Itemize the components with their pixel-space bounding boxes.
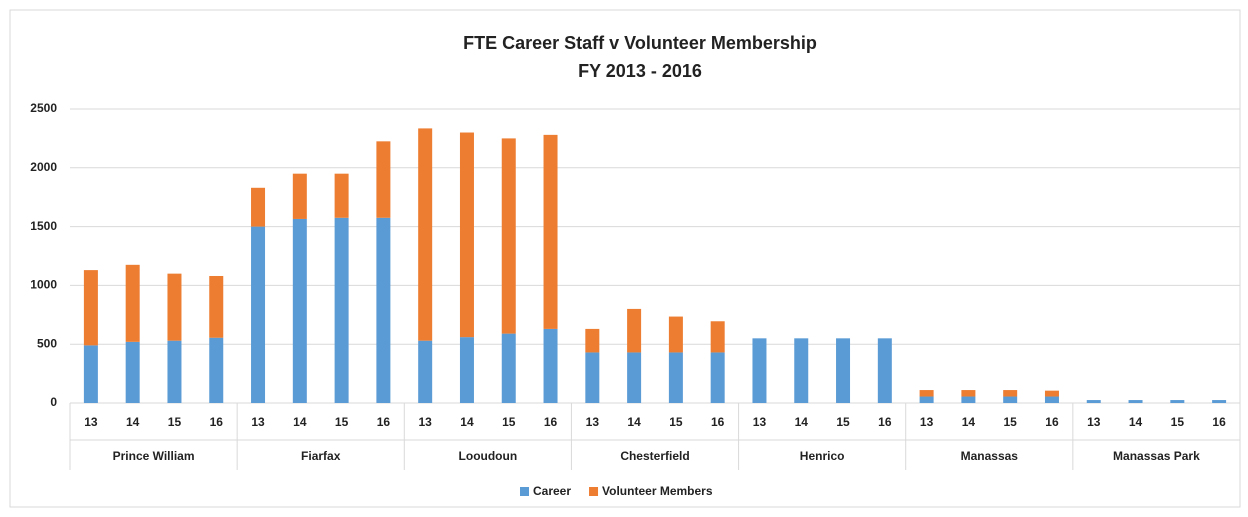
x-tick-label: 13 xyxy=(586,415,600,429)
bar-segment xyxy=(251,187,266,227)
x-tick-label: 13 xyxy=(251,415,265,429)
chart-border xyxy=(9,9,1241,508)
x-tick-label: 14 xyxy=(795,415,809,429)
bar-segment xyxy=(334,217,349,403)
chart-subtitle: FY 2013 - 2016 xyxy=(578,61,702,81)
x-tick-label: 13 xyxy=(753,415,767,429)
bar-segment xyxy=(376,217,391,403)
bar-segment xyxy=(1044,396,1059,403)
bar-segment xyxy=(251,226,266,403)
x-tick-label: 16 xyxy=(1045,415,1059,429)
y-tick-label: 1500 xyxy=(30,219,57,233)
bar-segment xyxy=(1212,400,1227,403)
x-tick-label: 16 xyxy=(377,415,391,429)
legend-label: Volunteer Members xyxy=(602,484,713,498)
bar-segment xyxy=(1044,390,1059,397)
bar-segment xyxy=(292,173,307,219)
bar-segment xyxy=(585,352,600,403)
x-tick-label: 16 xyxy=(210,415,224,429)
bar-segment xyxy=(710,352,725,403)
y-tick-label: 2000 xyxy=(30,160,57,174)
bar-segment xyxy=(710,321,725,353)
x-tick-label: 15 xyxy=(168,415,182,429)
x-tick-label: 15 xyxy=(669,415,683,429)
bar-segment xyxy=(501,138,516,334)
x-tick-label: 13 xyxy=(84,415,98,429)
bar-segment xyxy=(668,316,683,353)
bar-segment xyxy=(668,352,683,403)
legend-swatch xyxy=(520,487,529,496)
bar-segment xyxy=(501,333,516,403)
bar-segment xyxy=(1086,400,1101,403)
bar-segment xyxy=(877,338,892,403)
x-tick-label: 15 xyxy=(1171,415,1185,429)
bar-segment xyxy=(376,141,391,218)
bar-segment xyxy=(334,173,349,218)
bar-segment xyxy=(961,396,976,403)
x-tick-label: 16 xyxy=(878,415,892,429)
y-tick-label: 500 xyxy=(37,336,57,350)
x-tick-label: 13 xyxy=(418,415,432,429)
x-tick-label: 16 xyxy=(1212,415,1226,429)
bar-segment xyxy=(1003,390,1018,397)
bar-segment xyxy=(459,337,474,403)
bar-segment xyxy=(459,132,474,338)
bar-segment xyxy=(83,270,98,346)
bar-segment xyxy=(752,338,767,403)
bar-segment xyxy=(1170,400,1185,403)
group-label: Fiarfax xyxy=(301,449,341,463)
x-tick-label: 14 xyxy=(627,415,641,429)
group-label: Chesterfield xyxy=(620,449,689,463)
bar-segment xyxy=(292,218,307,403)
x-tick-label: 16 xyxy=(711,415,725,429)
chart-title: FTE Career Staff v Volunteer Membership xyxy=(463,33,817,53)
x-tick-label: 14 xyxy=(460,415,474,429)
x-tick-label: 16 xyxy=(544,415,558,429)
x-tick-label: 14 xyxy=(126,415,140,429)
bar-segment xyxy=(418,340,433,403)
x-tick-label: 15 xyxy=(1003,415,1017,429)
bar-segment xyxy=(585,328,600,353)
bar-segment xyxy=(627,308,642,353)
x-tick-label: 13 xyxy=(1087,415,1101,429)
bar-segment xyxy=(836,338,851,403)
bar-segment xyxy=(83,345,98,403)
x-tick-label: 14 xyxy=(962,415,976,429)
bar-segment xyxy=(125,341,140,403)
group-label: Looudoun xyxy=(459,449,518,463)
bar-segment xyxy=(961,390,976,397)
y-tick-label: 0 xyxy=(50,395,57,409)
x-tick-label: 15 xyxy=(335,415,349,429)
bar-segment xyxy=(1003,396,1018,403)
bar-segment xyxy=(167,273,182,341)
bar-segment xyxy=(209,337,224,403)
bar-segment xyxy=(543,134,558,329)
bar-segment xyxy=(418,128,433,341)
group-label: Prince William xyxy=(113,449,195,463)
bar-segment xyxy=(919,396,934,403)
bar-segment xyxy=(125,264,140,342)
bar-segment xyxy=(1128,400,1143,403)
group-label: Manassas xyxy=(961,449,1019,463)
bar-segment xyxy=(627,352,642,403)
legend-swatch xyxy=(589,487,599,496)
bar-segment xyxy=(794,338,809,403)
legend-label: Career xyxy=(533,484,571,498)
x-tick-label: 15 xyxy=(502,415,516,429)
x-tick-label: 15 xyxy=(836,415,850,429)
group-label: Manassas Park xyxy=(1113,449,1200,463)
x-tick-label: 14 xyxy=(1129,415,1143,429)
bar-segment xyxy=(167,340,182,403)
group-label: Henrico xyxy=(800,449,845,463)
bar-segment xyxy=(209,275,224,338)
x-tick-label: 13 xyxy=(920,415,934,429)
bar-segment xyxy=(919,390,934,397)
bar-segment xyxy=(543,328,558,403)
y-tick-label: 2500 xyxy=(30,101,57,115)
y-tick-label: 1000 xyxy=(30,278,57,292)
x-tick-label: 14 xyxy=(293,415,307,429)
